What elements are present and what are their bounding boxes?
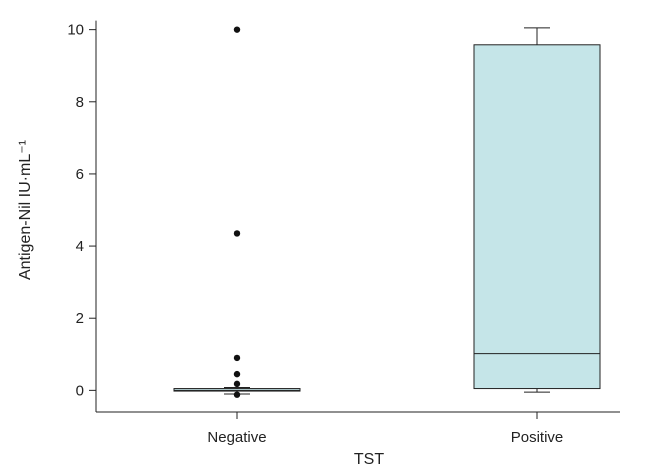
outlier-point (233, 26, 241, 33)
y-tick-label: 10 (67, 22, 84, 39)
x-axis-ticks: Negative Positive (207, 412, 563, 446)
y-tick-label: 2 (76, 310, 84, 327)
iqr-box (473, 44, 601, 390)
outlier-point (233, 391, 241, 398)
outlier-point (233, 370, 241, 378)
x-tick-label: Positive (511, 429, 564, 446)
outlier-point (233, 230, 241, 237)
x-axis-title: TST (354, 451, 384, 468)
axes (95, 20, 620, 413)
box-group-positive (473, 27, 601, 393)
y-axis-title: Antigen-Nil IU·mL⁻¹ (17, 140, 34, 280)
outlier-point (233, 354, 241, 362)
y-tick-label: 6 (76, 166, 84, 183)
y-tick-label: 4 (76, 238, 84, 255)
iqr-box (173, 388, 301, 392)
x-tick-label: Negative (207, 429, 266, 446)
outlier-point (233, 380, 241, 388)
y-axis-ticks: 0 2 4 6 8 10 (67, 22, 96, 399)
boxes (173, 26, 601, 398)
y-tick-label: 0 (76, 382, 84, 399)
box-group-negative (173, 26, 301, 398)
y-tick-label: 8 (76, 94, 84, 111)
